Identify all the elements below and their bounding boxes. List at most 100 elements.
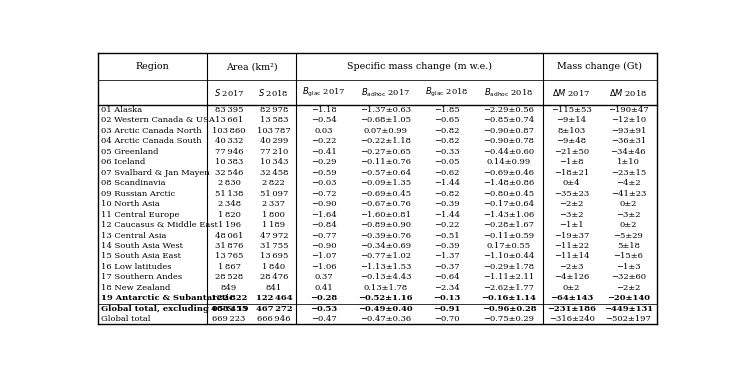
Text: Global total, excluding 05 & 19: Global total, excluding 05 & 19 [101, 305, 248, 313]
Text: 5±18: 5±18 [617, 242, 640, 250]
Text: −449±131: −449±131 [604, 305, 653, 313]
Text: −0.70: −0.70 [434, 315, 460, 323]
Text: −1.64: −1.64 [311, 211, 336, 219]
Text: 849: 849 [221, 284, 237, 292]
Text: −1.18: −1.18 [311, 106, 336, 114]
Text: −21±50: −21±50 [554, 148, 590, 156]
Text: −0.82: −0.82 [434, 127, 460, 135]
Text: −0.03: −0.03 [311, 179, 336, 187]
Text: −0.53: −0.53 [310, 305, 337, 313]
Text: −0.96±0.28: −0.96±0.28 [481, 305, 537, 313]
Text: 0.13±1.78: 0.13±1.78 [364, 284, 408, 292]
Text: −1.06: −1.06 [311, 263, 336, 271]
Text: 82 978: 82 978 [260, 106, 288, 114]
Text: 32 458: 32 458 [260, 169, 288, 177]
Text: −0.34±0.69: −0.34±0.69 [360, 242, 411, 250]
Text: 48 061: 48 061 [215, 232, 244, 240]
Text: −0.44±0.60: −0.44±0.60 [484, 148, 534, 156]
Text: −502±197: −502±197 [606, 315, 651, 323]
Text: 0.37: 0.37 [314, 273, 333, 281]
Text: −0.54: −0.54 [311, 116, 336, 124]
Text: −64±143: −64±143 [550, 294, 593, 302]
Text: −34±46: −34±46 [611, 148, 646, 156]
Text: −1.43±1.06: −1.43±1.06 [484, 211, 534, 219]
Text: 28 476: 28 476 [260, 273, 288, 281]
Text: 0±2: 0±2 [563, 284, 581, 292]
Text: −0.90±0.87: −0.90±0.87 [484, 127, 534, 135]
Text: −2.29±0.56: −2.29±0.56 [484, 106, 534, 114]
Text: −0.37: −0.37 [434, 263, 460, 271]
Text: −1.85: −1.85 [434, 106, 460, 114]
Text: 28 528: 28 528 [215, 273, 243, 281]
Text: 03 Arctic Canada North: 03 Arctic Canada North [101, 127, 201, 135]
Text: 103 860: 103 860 [213, 127, 246, 135]
Text: 12 Caucasus & Middle East: 12 Caucasus & Middle East [101, 221, 217, 229]
Text: −2.62±1.77: −2.62±1.77 [484, 284, 534, 292]
Text: 40 332: 40 332 [215, 137, 244, 145]
Text: 51 138: 51 138 [215, 190, 244, 198]
Text: $B_{\mathrm{adhoc}}$ 2017: $B_{\mathrm{adhoc}}$ 2017 [361, 86, 410, 99]
Text: −0.72: −0.72 [311, 190, 336, 198]
Text: 0±4: 0±4 [563, 179, 581, 187]
Text: −0.90±0.78: −0.90±0.78 [484, 137, 534, 145]
Text: −231±186: −231±186 [547, 305, 596, 313]
Text: 0.14±0.99: 0.14±0.99 [486, 158, 531, 166]
Text: −11±22: −11±22 [554, 242, 590, 250]
Text: −0.16±1.14: −0.16±1.14 [481, 294, 537, 302]
Text: 666 946: 666 946 [257, 315, 291, 323]
Text: −0.89±0.90: −0.89±0.90 [360, 221, 411, 229]
Text: 19 Antarctic & Subantarctic: 19 Antarctic & Subantarctic [101, 294, 234, 302]
Text: Global total: Global total [101, 315, 150, 323]
Text: −1.37±0.63: −1.37±0.63 [360, 106, 411, 114]
Text: −0.90: −0.90 [311, 242, 336, 250]
Text: −0.22±1.18: −0.22±1.18 [360, 137, 411, 145]
Text: −4±126: −4±126 [554, 273, 590, 281]
Text: −0.62: −0.62 [434, 169, 460, 177]
Text: −4±2: −4±2 [616, 179, 640, 187]
Text: 05 Greenland: 05 Greenland [101, 148, 158, 156]
Text: −1±3: −1±3 [616, 263, 640, 271]
Text: −41±23: −41±23 [611, 190, 646, 198]
Text: −1.60±0.81: −1.60±0.81 [360, 211, 411, 219]
Text: −0.77±1.02: −0.77±1.02 [360, 252, 411, 260]
Text: −0.52±1.16: −0.52±1.16 [358, 294, 413, 302]
Text: −9±48: −9±48 [556, 137, 587, 145]
Text: −0.69±0.46: −0.69±0.46 [484, 169, 534, 177]
Text: −1.44: −1.44 [434, 211, 460, 219]
Text: 122 464: 122 464 [255, 294, 292, 302]
Text: 32 546: 32 546 [215, 169, 244, 177]
Text: 1 867: 1 867 [218, 263, 241, 271]
Text: 467 272: 467 272 [255, 305, 292, 313]
Text: 06 Iceland: 06 Iceland [101, 158, 145, 166]
Text: −1.48±0.86: −1.48±0.86 [484, 179, 534, 187]
Text: 0.07±0.99: 0.07±0.99 [364, 127, 408, 135]
Text: 09 Russian Arctic: 09 Russian Arctic [101, 190, 174, 198]
Text: $\Delta M$ 2017: $\Delta M$ 2017 [553, 87, 591, 98]
Text: −190±47: −190±47 [608, 106, 648, 114]
Text: −93±91: −93±91 [611, 127, 646, 135]
Text: 17 Southern Andes: 17 Southern Andes [101, 273, 182, 281]
Text: Mass change (Gt): Mass change (Gt) [557, 62, 643, 71]
Text: −0.39: −0.39 [434, 242, 460, 250]
Text: −0.84: −0.84 [311, 221, 336, 229]
Text: 11 Central Europe: 11 Central Europe [101, 211, 179, 219]
Text: 1 820: 1 820 [218, 211, 241, 219]
Text: 122 822: 122 822 [211, 294, 247, 302]
Text: −0.59: −0.59 [311, 169, 336, 177]
Text: −0.47: −0.47 [311, 315, 336, 323]
Text: 103 787: 103 787 [257, 127, 291, 135]
Text: $S$ 2018: $S$ 2018 [258, 87, 289, 98]
Text: −1±8: −1±8 [559, 158, 584, 166]
Text: 10 343: 10 343 [260, 158, 288, 166]
Text: −20±140: −20±140 [607, 294, 650, 302]
Text: −0.13±4.43: −0.13±4.43 [360, 273, 411, 281]
Text: −11±14: −11±14 [554, 252, 590, 260]
Text: −0.27±0.65: −0.27±0.65 [360, 148, 411, 156]
Text: −35±23: −35±23 [554, 190, 590, 198]
Text: −23±15: −23±15 [611, 169, 646, 177]
Text: 0.17±0.55: 0.17±0.55 [487, 242, 531, 250]
Text: 0±2: 0±2 [620, 200, 637, 208]
Text: 1 800: 1 800 [263, 211, 286, 219]
Text: −0.11±0.59: −0.11±0.59 [484, 232, 534, 240]
Text: −15±6: −15±6 [613, 252, 643, 260]
